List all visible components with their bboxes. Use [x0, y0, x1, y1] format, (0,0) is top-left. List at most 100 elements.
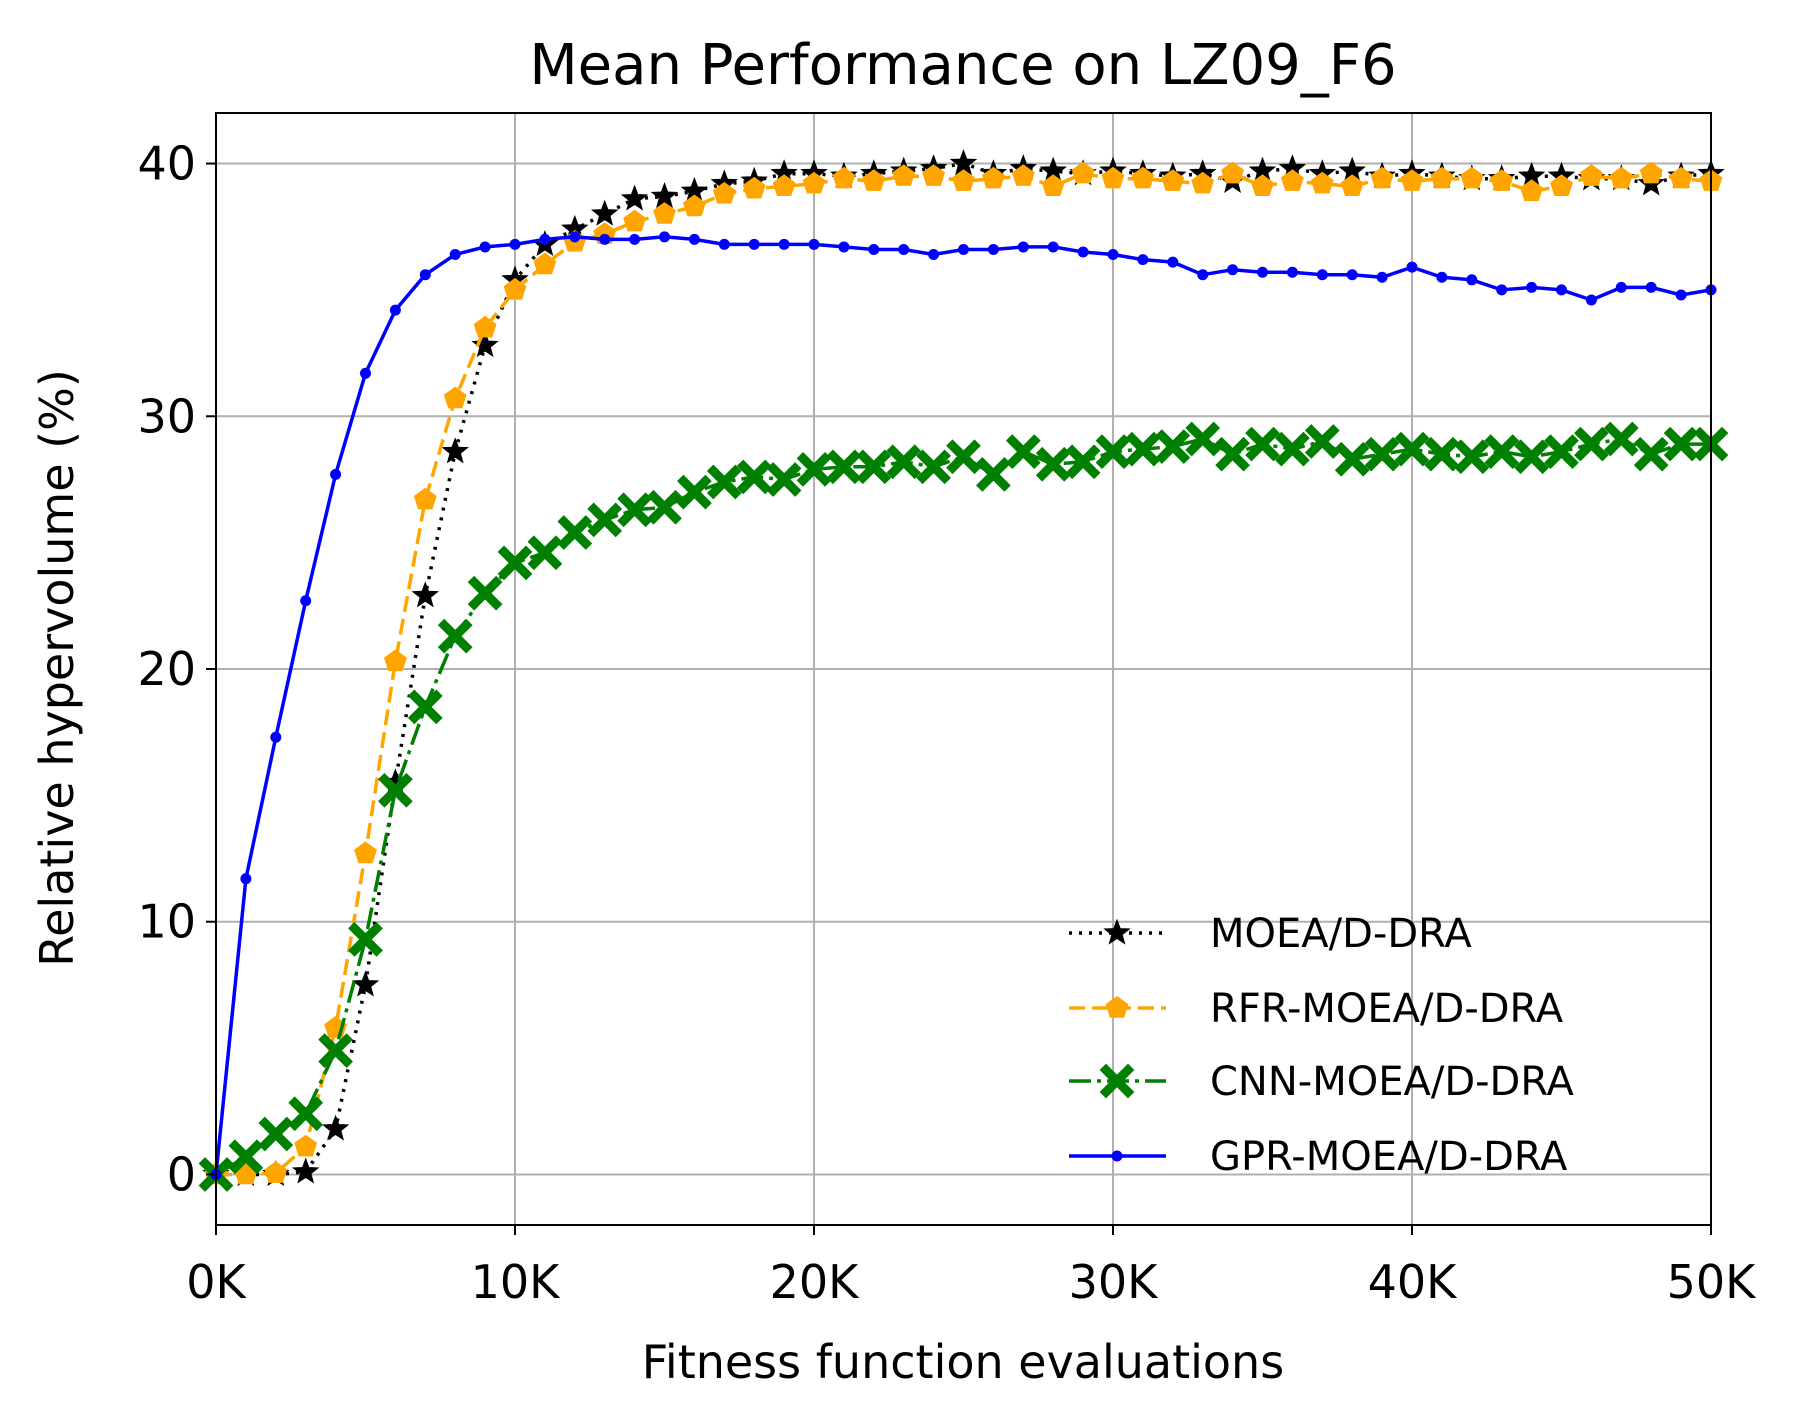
- data-point: [569, 231, 581, 243]
- data-point: [1071, 161, 1095, 184]
- data-point: [796, 451, 832, 487]
- data-point: [291, 1157, 320, 1184]
- data-point: [1041, 174, 1065, 196]
- data-point: [1615, 281, 1627, 293]
- data-point: [449, 249, 461, 261]
- data-point: [952, 169, 975, 191]
- y-tick-label: 20: [137, 642, 196, 696]
- data-point: [1436, 271, 1448, 283]
- legend-marker: [1103, 918, 1131, 945]
- data-point: [1161, 169, 1185, 191]
- data-point: [539, 233, 551, 245]
- legend-entry: MOEA/D-DRA: [1069, 911, 1472, 957]
- data-point: [1645, 281, 1657, 293]
- data-point: [1310, 171, 1334, 194]
- legend-entry: GPR-MOEA/D-DRA: [1069, 1134, 1568, 1180]
- data-point: [898, 243, 910, 255]
- data-point: [1227, 264, 1239, 276]
- data-point: [1017, 241, 1029, 253]
- data-point: [808, 238, 820, 250]
- data-point: [623, 209, 646, 232]
- data-point: [228, 1139, 264, 1175]
- data-point: [1466, 274, 1478, 286]
- data-point: [772, 174, 796, 196]
- series-cnn-moea-d-dra: [198, 421, 1729, 1192]
- data-point: [479, 241, 491, 253]
- data-point: [270, 731, 282, 743]
- data-point: [736, 459, 772, 495]
- y-tick-label: 0: [167, 1147, 196, 1201]
- data-point: [832, 166, 856, 189]
- data-point: [264, 1161, 288, 1183]
- legend-marker: [1111, 1150, 1123, 1162]
- data-point: [288, 1096, 324, 1132]
- y-axis-label: Relative hypervolume (%): [30, 369, 84, 967]
- data-point: [617, 492, 652, 528]
- data-point: [677, 474, 712, 510]
- data-point: [802, 171, 826, 194]
- data-point: [384, 649, 407, 672]
- x-tick-label: 30K: [1069, 1255, 1160, 1309]
- chart-title: Mean Performance on LZ09_F6: [529, 33, 1396, 98]
- data-point: [868, 243, 880, 255]
- data-point: [659, 231, 670, 243]
- data-point: [473, 315, 497, 338]
- legend-label: CNN-MOEA/D-DRA: [1210, 1059, 1575, 1105]
- data-point: [886, 444, 922, 480]
- data-point: [1556, 284, 1567, 296]
- series-gpr-moea-d-dra: [210, 231, 1717, 1180]
- data-point: [348, 922, 383, 957]
- data-point: [1047, 241, 1059, 253]
- data-point: [527, 535, 563, 571]
- data-point: [497, 545, 533, 581]
- data-point: [946, 439, 981, 475]
- data-point: [503, 277, 527, 300]
- y-tick-label: 10: [137, 895, 196, 949]
- data-point: [258, 1116, 294, 1152]
- data-point: [419, 269, 431, 281]
- data-point: [1603, 421, 1639, 457]
- x-tick-label: 10K: [471, 1255, 562, 1309]
- data-point: [1346, 269, 1358, 281]
- y-tick-label: 40: [137, 137, 196, 191]
- data-point: [718, 238, 730, 250]
- data-point: [862, 169, 886, 191]
- data-point: [1131, 166, 1155, 189]
- data-point: [437, 618, 473, 654]
- data-point: [922, 164, 945, 186]
- data-point: [838, 241, 850, 253]
- data-point: [294, 1134, 318, 1157]
- data-point: [928, 249, 940, 261]
- data-point: [1639, 161, 1663, 184]
- data-point: [411, 581, 440, 608]
- data-point: [1281, 169, 1304, 191]
- y-tick-label: 30: [137, 389, 196, 443]
- data-point: [599, 233, 611, 245]
- data-point: [1251, 174, 1274, 196]
- data-point: [892, 164, 916, 186]
- data-point: [976, 457, 1011, 492]
- legend-entry: CNN-MOEA/D-DRA: [1069, 1059, 1575, 1105]
- data-point: [1669, 166, 1693, 189]
- x-tick-label: 20K: [770, 1255, 861, 1309]
- data-point: [1334, 441, 1370, 477]
- data-point: [1394, 431, 1430, 467]
- data-point: [1675, 289, 1687, 301]
- data-point: [1580, 164, 1603, 186]
- data-point: [1340, 174, 1364, 196]
- data-point: [916, 449, 951, 485]
- data-point: [389, 304, 401, 316]
- data-point: [1107, 249, 1119, 261]
- data-point: [1376, 271, 1388, 283]
- data-point: [1574, 426, 1609, 462]
- data-point: [533, 252, 557, 275]
- data-point: [653, 202, 676, 224]
- data-point: [1011, 164, 1035, 186]
- data-point: [650, 181, 679, 209]
- data-point: [1585, 294, 1597, 306]
- data-point: [330, 468, 342, 480]
- data-point: [471, 331, 499, 358]
- data-point: [1633, 436, 1669, 472]
